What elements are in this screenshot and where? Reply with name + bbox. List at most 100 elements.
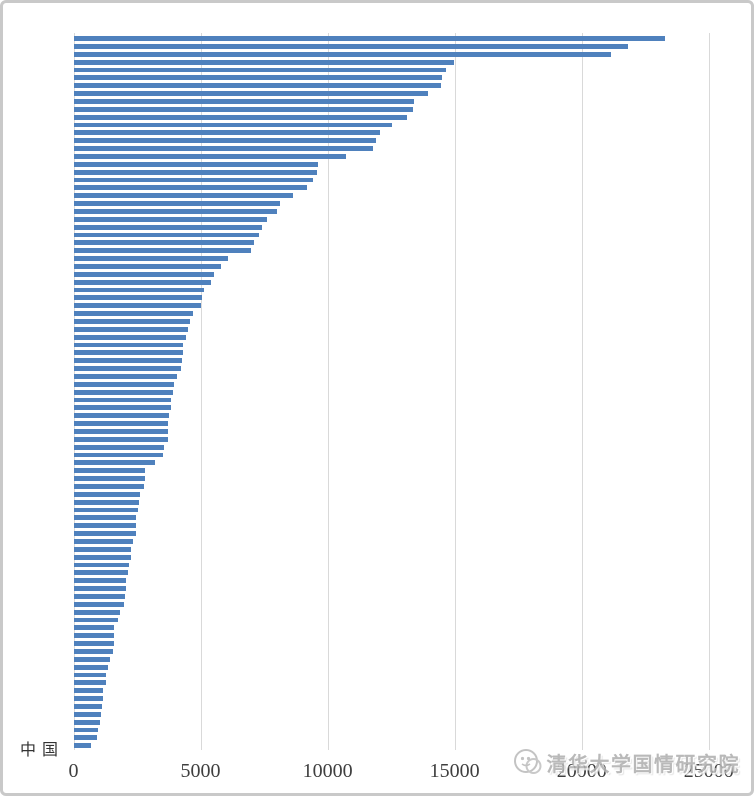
bar — [74, 491, 140, 497]
bar — [74, 366, 182, 371]
bar — [74, 727, 98, 733]
bar — [74, 350, 183, 356]
x-tick-label: 10000 — [302, 760, 353, 782]
bar — [74, 342, 184, 348]
bar — [74, 468, 146, 474]
x-tick-label: 5000 — [180, 760, 221, 782]
bar — [74, 735, 98, 741]
bar — [74, 562, 129, 568]
gridline — [454, 33, 456, 750]
institute-logo-icon — [513, 749, 541, 774]
bar — [74, 67, 447, 73]
bar — [74, 264, 222, 269]
bar — [74, 617, 119, 623]
bar — [74, 515, 137, 521]
bar — [74, 696, 104, 701]
bar — [74, 295, 203, 301]
bar — [74, 421, 168, 426]
bar — [74, 216, 268, 222]
bar — [74, 649, 114, 654]
bar — [74, 429, 168, 434]
bar — [74, 601, 124, 607]
bar — [74, 130, 381, 136]
bar — [74, 507, 139, 513]
bar — [74, 185, 307, 191]
bar — [74, 570, 129, 576]
bar — [74, 209, 278, 214]
bar — [74, 389, 174, 395]
bar — [74, 484, 145, 489]
bar — [74, 405, 172, 411]
x-tick-label: 20000 — [556, 760, 607, 782]
bar — [74, 106, 414, 112]
bar — [74, 169, 317, 175]
gridline — [581, 33, 583, 750]
bar — [74, 271, 214, 277]
bar — [74, 413, 170, 419]
bar — [74, 546, 131, 552]
bar — [74, 664, 108, 670]
bar — [74, 91, 429, 96]
bar — [74, 83, 442, 89]
bar-china — [74, 743, 91, 749]
bar — [74, 704, 102, 709]
bar — [74, 460, 156, 466]
bar — [74, 523, 136, 529]
bar — [74, 256, 228, 261]
bar — [74, 358, 182, 364]
bar — [74, 99, 415, 104]
x-tick-label: 15000 — [429, 760, 480, 782]
bar — [74, 75, 443, 81]
bar — [74, 59, 454, 65]
bar — [74, 688, 104, 694]
bar — [74, 374, 177, 379]
bar — [74, 680, 107, 686]
bar — [74, 122, 392, 128]
bar — [74, 232, 260, 238]
x-tick-label: 0 — [68, 760, 79, 782]
bar — [74, 201, 280, 206]
bar — [74, 554, 131, 560]
bar — [74, 279, 212, 285]
x-tick-label: 25000 — [683, 760, 734, 782]
bar — [74, 452, 164, 458]
bar — [74, 311, 194, 316]
bar — [74, 224, 263, 230]
bar — [74, 641, 115, 646]
bar-chart-plot-area: 0 5000 10000 15000 20000 25000 中国 清华大学国情研究院 — [3, 3, 751, 793]
bar — [74, 625, 115, 631]
bar — [74, 240, 255, 246]
bar — [74, 594, 125, 599]
gridline — [200, 33, 202, 750]
bar — [74, 633, 115, 639]
bar — [74, 476, 145, 481]
bar — [74, 578, 127, 584]
bar — [74, 303, 202, 309]
bar — [74, 114, 407, 120]
bar — [74, 436, 168, 442]
bar — [74, 319, 190, 324]
bar — [74, 154, 346, 159]
bar — [74, 381, 175, 387]
bar — [74, 539, 134, 544]
bar — [74, 711, 102, 717]
bar — [74, 672, 107, 678]
bar — [74, 397, 172, 403]
bar — [74, 334, 186, 340]
bar — [74, 326, 189, 332]
bar — [74, 161, 318, 167]
bar — [74, 51, 612, 57]
bar — [74, 531, 136, 536]
bar — [74, 586, 127, 591]
bar — [74, 656, 111, 662]
gridline — [327, 33, 329, 750]
gridline — [708, 33, 710, 750]
bar — [74, 444, 165, 450]
bar — [74, 177, 313, 183]
category-label-china: 中国 — [20, 742, 65, 759]
bar — [74, 44, 628, 49]
bar — [74, 193, 293, 199]
bar — [74, 719, 101, 725]
bar — [74, 146, 373, 151]
